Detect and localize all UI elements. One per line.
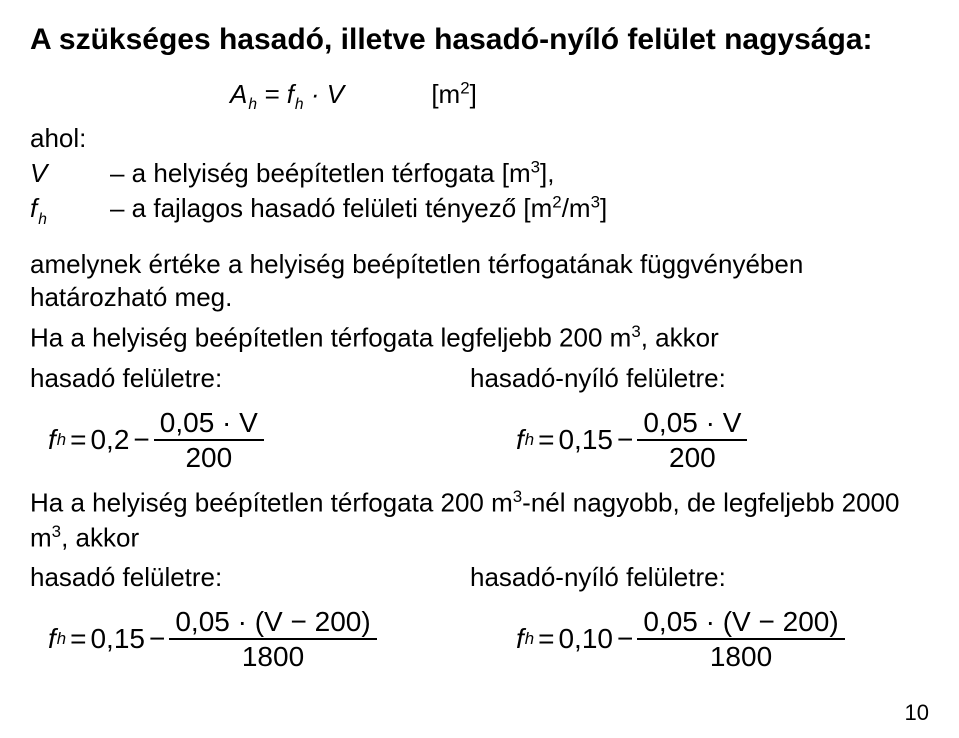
def-symbol-f: fh — [30, 191, 110, 229]
eq-rhs-v: V — [327, 79, 344, 109]
def-text-v: – a helyiség beépítetlen térfogata [m3], — [110, 156, 929, 191]
page-number: 10 — [905, 700, 929, 726]
page: A szükséges hasadó, illetve hasadó-nyíló… — [0, 0, 959, 738]
formula-1-left: fh = 0,2 − 0,05 · V 200 — [30, 408, 488, 473]
def-symbol-v: V — [30, 156, 110, 191]
formula-2-right: fh = 0,10 − 0,05 · (V − 200) 1800 — [488, 607, 929, 672]
eq-rhs-f: fh — [287, 79, 304, 109]
col-head-right-1: hasadó-nyíló felületre: — [470, 362, 929, 396]
page-title: A szükséges hasadó, illetve hasadó-nyíló… — [30, 20, 929, 59]
eq-unit: [m2] — [431, 79, 477, 109]
formula-1-right: fh = 0,15 − 0,05 · V 200 — [488, 408, 929, 473]
def-row-v: V – a helyiség beépítetlen térfogata [m3… — [30, 156, 929, 191]
formula-row-1: fh = 0,2 − 0,05 · V 200 fh = 0,15 − 0,05… — [30, 408, 929, 473]
column-headers-2: hasadó felületre: hasadó-nyíló felületre… — [30, 561, 929, 595]
col-head-left-1: hasadó felületre: — [30, 362, 470, 396]
eq-lhs: Ah — [230, 79, 257, 109]
formula-2-left: fh = 0,15 − 0,05 · (V − 200) 1800 — [30, 607, 488, 672]
top-equation: Ah = fh · V [m2] — [230, 77, 929, 115]
col-head-left-2: hasadó felületre: — [30, 561, 470, 595]
paragraph-1: amelynek értéke a helyiség beépítetlen t… — [30, 248, 929, 316]
paragraph-2: Ha a helyiség beépítetlen térfogata legf… — [30, 321, 929, 355]
def-row-f: fh – a fajlagos hasadó felületi tényező … — [30, 191, 929, 229]
def-text-f: – a fajlagos hasadó felületi tényező [m2… — [110, 191, 929, 229]
paragraph-3: Ha a helyiség beépítetlen térfogata 200 … — [30, 486, 929, 555]
ahol-label: ahol: — [30, 121, 929, 156]
column-headers-1: hasadó felületre: hasadó-nyíló felületre… — [30, 362, 929, 396]
formula-row-2: fh = 0,15 − 0,05 · (V − 200) 1800 fh = 0… — [30, 607, 929, 672]
definition-block: Ah = fh · V [m2] ahol: V – a helyiség be… — [30, 77, 929, 230]
eq-dot: · — [311, 79, 320, 109]
col-head-right-2: hasadó-nyíló felületre: — [470, 561, 929, 595]
eq-sign: = — [264, 79, 279, 109]
